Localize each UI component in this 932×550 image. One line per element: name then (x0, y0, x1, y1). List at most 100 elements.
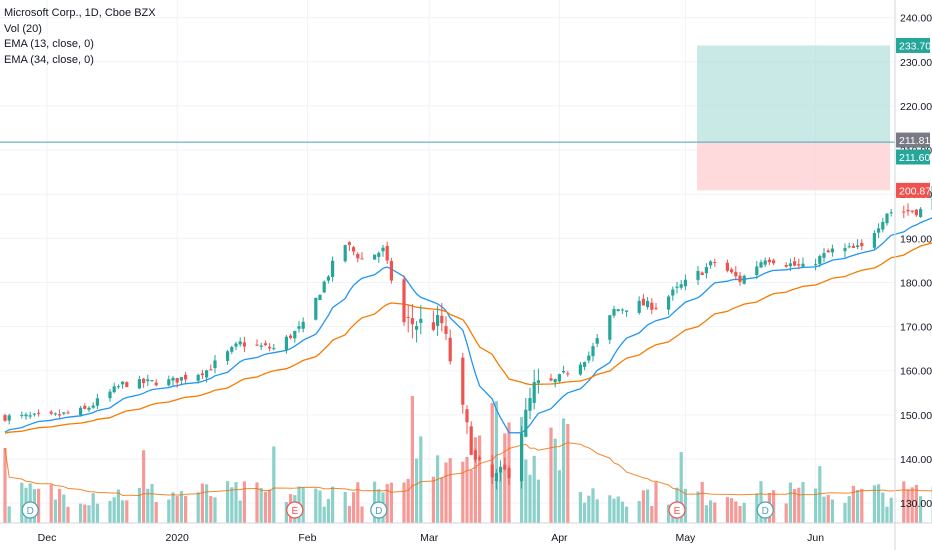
candle-body (885, 213, 889, 224)
time-axis[interactable]: Dec2020FebMarAprMayJunJulAugSepOc (38, 532, 932, 544)
price-tick-label: 160.00 (900, 366, 932, 378)
candlesticks[interactable] (3, 130, 932, 490)
volume-bar (465, 456, 469, 523)
volume-bar (772, 490, 776, 523)
candle-body (587, 355, 591, 361)
volume-bar (830, 499, 834, 523)
candle-body (297, 326, 301, 329)
volume-bar (793, 488, 797, 523)
candle-body (154, 382, 158, 386)
volume-bar (62, 494, 66, 523)
risk-reward-zones[interactable] (697, 45, 890, 191)
candle-body (419, 318, 423, 323)
candle-body (238, 341, 242, 345)
price-tick-label: 220.00 (900, 101, 932, 113)
candle-body (625, 310, 629, 312)
candle-body (322, 281, 326, 293)
candle-body (763, 260, 767, 265)
candle-body (914, 209, 918, 216)
candle-body (444, 326, 448, 334)
volume-bar (461, 461, 465, 523)
volume-bar (116, 489, 120, 523)
indicator-ema-34[interactable]: EMA (34, close, 0) (4, 53, 94, 66)
current-price-tag: 211.60 (896, 149, 930, 165)
volume-bar (734, 501, 738, 523)
volume-bar (549, 427, 553, 523)
volume-bar (881, 492, 885, 523)
candle-body (767, 259, 771, 263)
candle-body (146, 379, 150, 382)
candle-body (87, 407, 91, 410)
candle-body (284, 336, 288, 351)
candle-body (259, 345, 263, 347)
candle-body (713, 262, 717, 264)
volume-bar (7, 506, 11, 523)
candle-body (667, 296, 671, 310)
volume-bar (616, 496, 620, 523)
volume-bar (343, 491, 347, 523)
volume-bar (851, 485, 855, 523)
candle-body (108, 391, 112, 399)
candle-body (646, 300, 650, 308)
volume-ma-line (4, 442, 932, 497)
volume-bar (578, 492, 582, 523)
candle-body (381, 247, 385, 252)
volume-bar (499, 466, 503, 523)
volume-bar (478, 435, 482, 523)
volume-bar (410, 395, 414, 523)
candle-body (415, 326, 419, 330)
candle-body (620, 309, 624, 311)
chart-title[interactable]: Microsoft Corp., 1D, Cboe BZX (4, 7, 156, 19)
candle-body (830, 248, 834, 253)
ema-34-line (4, 242, 932, 434)
indicator-volume[interactable]: Vol (20) (4, 22, 42, 35)
candle-body (62, 412, 66, 414)
price-axis[interactable]: 130.00 140.00 150.00 160.00 170.00 180.00 190.… (900, 13, 932, 510)
candle-body (906, 209, 910, 212)
candle-body (553, 379, 557, 383)
volume-bar (914, 484, 918, 523)
volume-bar (406, 478, 410, 523)
candle-body (196, 374, 200, 381)
volume-bar (469, 469, 473, 523)
event-marker-label: E (291, 506, 298, 517)
volume-bar (318, 490, 322, 523)
volume-bar (448, 458, 452, 523)
candle-body (268, 346, 272, 349)
volume-bar (625, 506, 629, 523)
candle-body (137, 379, 141, 389)
volume-bar (528, 474, 532, 523)
candle-body (637, 300, 641, 313)
candle-body (709, 261, 713, 266)
volume-bar (524, 459, 528, 523)
volume-bar (91, 493, 95, 523)
volume-bar (87, 505, 91, 523)
volume-bar (234, 482, 238, 523)
volume-bar (3, 448, 7, 523)
volume-bar (238, 500, 242, 523)
event-markers[interactable]: DEDEDE (21, 501, 932, 519)
volume-bar (142, 450, 146, 523)
volume-bar (137, 487, 141, 523)
volume-bar (213, 497, 217, 523)
candle-body (32, 413, 36, 415)
candle-body (112, 386, 116, 393)
candle-body (150, 380, 154, 382)
indicator-ema-13[interactable]: EMA (13, close, 0) (4, 38, 94, 50)
candle-body (826, 250, 830, 253)
volume-bar (910, 487, 914, 523)
volume-bar (713, 502, 717, 523)
candle-body (116, 386, 120, 388)
volume-bar (58, 488, 62, 523)
volume-bar (49, 484, 53, 523)
candle-body (213, 360, 217, 369)
candle-body (272, 348, 276, 350)
candle-body (293, 330, 297, 339)
volume-bar (53, 499, 57, 523)
candle-body (478, 457, 482, 460)
candle-body (843, 248, 847, 252)
price-tick-label: 170.00 (900, 322, 932, 334)
candle-body (406, 316, 410, 318)
volume-bar (608, 495, 612, 523)
